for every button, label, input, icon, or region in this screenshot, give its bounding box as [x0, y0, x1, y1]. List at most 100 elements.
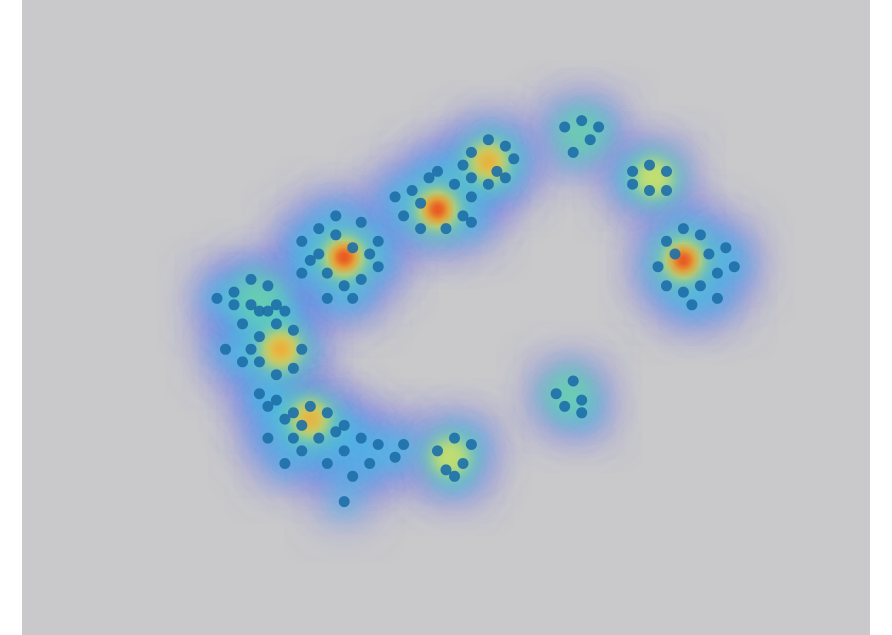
data-point: [398, 210, 410, 222]
data-point: [253, 388, 265, 400]
data-point: [321, 458, 333, 469]
data-point: [627, 165, 639, 177]
data-point: [313, 248, 325, 260]
data-point: [576, 407, 588, 419]
data-point: [720, 242, 732, 254]
data-point: [389, 451, 401, 463]
data-point: [449, 432, 460, 444]
data-point: [440, 223, 452, 235]
data-point: [499, 140, 511, 152]
data-point: [457, 210, 469, 222]
data-point: [584, 134, 596, 146]
data-point: [330, 229, 342, 241]
data-point: [567, 375, 579, 387]
data-point: [457, 458, 469, 469]
data-point: [338, 280, 350, 292]
data-point: [296, 343, 308, 355]
data-point: [279, 305, 291, 317]
data-point: [313, 223, 325, 235]
data-point: [245, 273, 257, 285]
data-point: [338, 419, 350, 431]
data-point: [465, 191, 477, 203]
data-point: [338, 445, 350, 457]
data-point: [287, 362, 299, 374]
data-point: [321, 267, 333, 279]
data-point: [661, 235, 672, 247]
density-core-layer: [233, 107, 710, 484]
data-point: [415, 197, 427, 209]
data-point: [711, 292, 723, 304]
data-point: [576, 394, 588, 406]
data-point: [262, 400, 274, 412]
plot-background: [22, 0, 870, 635]
data-point: [245, 299, 257, 311]
data-point: [728, 261, 740, 273]
data-point: [652, 261, 664, 273]
data-point: [677, 286, 689, 298]
data-point: [296, 235, 308, 247]
data-point: [245, 343, 257, 355]
data-point: [499, 172, 511, 184]
data-point: [559, 400, 571, 412]
data-point: [347, 242, 359, 254]
data-point: [296, 267, 308, 279]
data-point: [262, 305, 274, 317]
cluster-core-red: [429, 201, 446, 218]
data-point: [432, 445, 443, 457]
data-point: [644, 159, 655, 171]
data-point: [440, 464, 452, 476]
data-point: [449, 178, 460, 190]
data-point: [228, 299, 240, 311]
data-point: [550, 388, 562, 400]
data-point: [694, 229, 706, 241]
data-point: [270, 318, 282, 330]
data-point: [347, 292, 359, 304]
data-point: [296, 445, 308, 457]
data-point: [279, 458, 291, 469]
cluster-core-red: [336, 249, 353, 266]
data-point: [287, 324, 299, 336]
data-point: [703, 248, 715, 260]
data-point: [669, 248, 681, 260]
data-point: [270, 369, 282, 381]
data-point: [627, 178, 639, 190]
data-point: [372, 439, 384, 450]
data-point: [465, 216, 477, 228]
data-point: [237, 318, 248, 330]
data-point: [338, 496, 350, 508]
data-point: [415, 223, 427, 235]
data-point: [279, 413, 291, 425]
data-point: [313, 432, 325, 444]
data-point: [355, 216, 367, 228]
data-point: [330, 210, 342, 222]
data-point: [711, 267, 723, 279]
data-point: [686, 299, 698, 311]
data-point: [559, 121, 571, 133]
data-point: [508, 153, 520, 165]
data-point: [465, 439, 477, 450]
data-point: [220, 343, 231, 355]
data-point: [423, 172, 435, 184]
data-point: [253, 356, 265, 368]
data-point: [677, 223, 689, 235]
data-point: [364, 248, 376, 260]
data-point: [372, 235, 384, 247]
data-point: [321, 292, 333, 304]
cluster-core-orange: [268, 337, 293, 362]
data-point: [661, 185, 672, 196]
data-point: [694, 280, 706, 292]
data-point: [364, 458, 376, 469]
data-point: [432, 165, 443, 177]
data-point: [262, 432, 274, 444]
data-point: [389, 191, 401, 203]
data-point: [321, 407, 333, 419]
data-point: [482, 134, 494, 146]
data-point: [491, 165, 503, 177]
data-point: [237, 356, 248, 368]
data-point: [661, 165, 672, 177]
data-point: [465, 172, 477, 184]
data-point: [287, 407, 299, 419]
data-point: [287, 432, 299, 444]
data-points-layer: [211, 115, 740, 508]
data-point: [406, 185, 418, 196]
